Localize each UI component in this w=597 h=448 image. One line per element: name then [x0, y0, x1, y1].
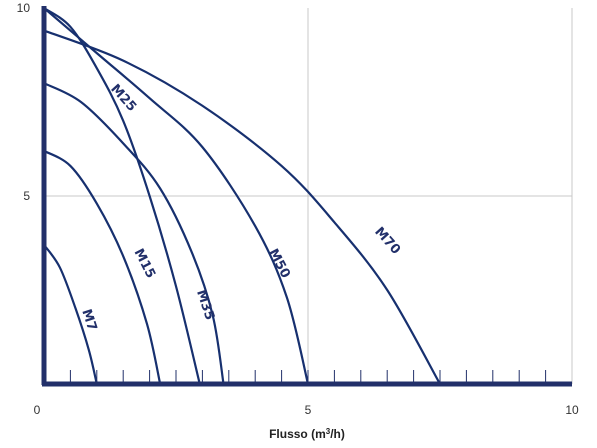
- curve-m25: [42, 6, 201, 386]
- curve-m7: [42, 243, 98, 386]
- curve-m35: [42, 82, 225, 386]
- curve-label-m15: M15: [131, 246, 158, 280]
- grid-lines: [44, 8, 573, 384]
- y-tick-label-10: 10: [17, 1, 31, 15]
- x-tick-label-0: 0: [34, 403, 41, 417]
- x-tick-label-5: 5: [305, 403, 312, 417]
- curve-m15: [42, 149, 162, 386]
- curve-label-m50: M50: [265, 246, 293, 280]
- y-tick-label-5: 5: [23, 189, 30, 203]
- tick-labels: 0 5 10 5 10: [17, 1, 579, 417]
- curve-label-m70: M70: [371, 225, 403, 258]
- curve-label-m35: M35: [193, 288, 217, 322]
- curve-m70: [42, 29, 442, 386]
- axes: [41, 6, 572, 387]
- pump-curves: [42, 6, 442, 386]
- curve-m50: [42, 6, 310, 386]
- x-tick-label-10: 10: [565, 403, 579, 417]
- curve-label-m7: M7: [78, 307, 99, 333]
- x-axis-label: Flusso (m3/h): [269, 427, 345, 442]
